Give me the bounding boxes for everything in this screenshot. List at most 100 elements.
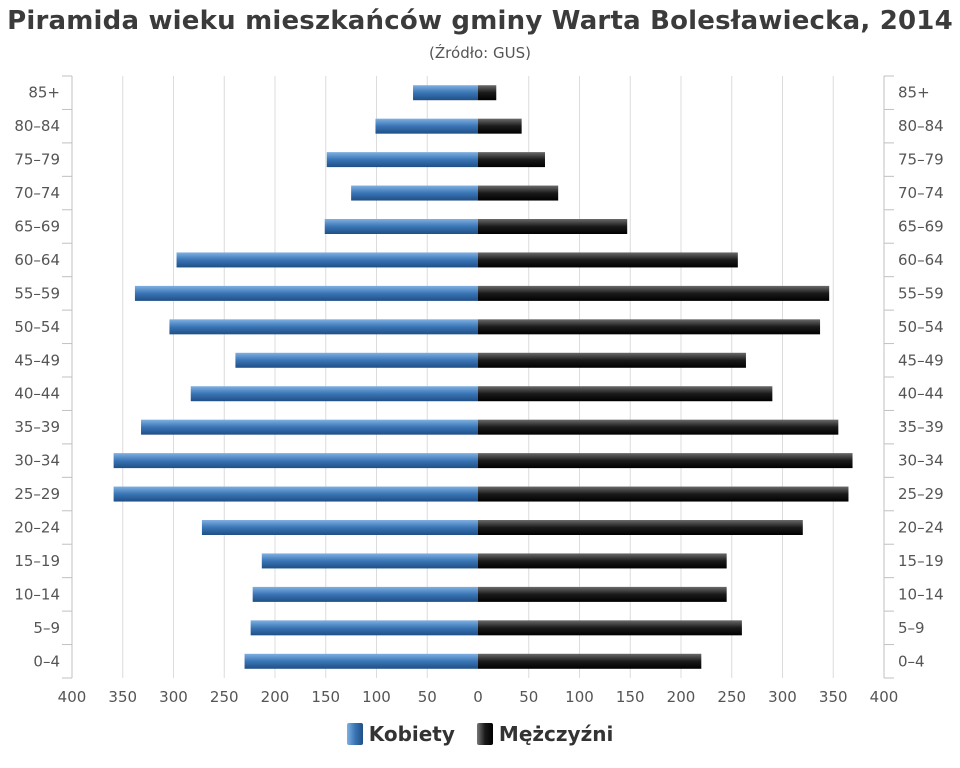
axes [62, 75, 894, 679]
x-tick-label: 250 [210, 688, 239, 706]
legend-swatch-mezczyzni [476, 723, 493, 745]
x-tick-label: 300 [159, 688, 188, 706]
category-label-left: 45–49 [14, 351, 60, 369]
category-label-right: 5–9 [898, 619, 925, 637]
bar-kobiety [176, 252, 479, 268]
category-label-right: 50–54 [898, 318, 944, 336]
bar-mezczyzni [478, 653, 702, 669]
category-label-left: 70–74 [14, 184, 60, 202]
x-tick-label: 0 [473, 688, 483, 706]
bar-kobiety [235, 352, 478, 368]
category-label-right: 15–19 [898, 552, 944, 570]
bar-mezczyzni [478, 185, 559, 201]
population-pyramid-chart: 400 350 300 250 200 150 100 50 0 50 100 150 200 250 30… [14, 75, 944, 706]
bar-mezczyzni [478, 352, 746, 368]
legend: Kobiety Mężczyźni [0, 722, 960, 746]
bar-mezczyzni [478, 553, 727, 569]
category-label-right: 30–34 [898, 452, 944, 470]
bar-kobiety [252, 586, 478, 602]
x-tick-label: 400 [58, 688, 87, 706]
bar-kobiety [326, 152, 478, 168]
bar-kobiety [261, 553, 478, 569]
bar-mezczyzni [478, 520, 803, 535]
category-label-right: 85+ [898, 84, 930, 102]
category-label-left: 10–14 [14, 585, 60, 603]
chart-subtitle: (Źródło: GUS) [429, 44, 531, 62]
bar-mezczyzni [478, 285, 830, 301]
legend-item-kobiety[interactable]: Kobiety [346, 722, 455, 746]
legend-item-mezczyzni[interactable]: Mężczyźni [476, 722, 614, 746]
legend-label-kobiety: Kobiety [368, 722, 455, 746]
category-label-right: 65–69 [898, 218, 944, 236]
x-tick-label: 400 [870, 688, 899, 706]
labels: 400 350 300 250 200 150 100 50 0 50 100 150 200 250 30… [14, 84, 943, 706]
category-label-right: 45–49 [898, 351, 944, 369]
category-label-left: 40–44 [14, 385, 60, 403]
legend-label-mezczyzni: Mężczyźni [498, 722, 614, 746]
category-label-right: 25–29 [898, 485, 944, 503]
chart-title: Piramida wieku mieszkańców gminy Warta B… [7, 6, 953, 36]
x-tick-label: 100 [362, 688, 391, 706]
bar-kobiety [250, 620, 478, 636]
category-label-left: 0–4 [33, 652, 60, 670]
bar-mezczyzni [478, 219, 628, 234]
category-label-right: 0–4 [898, 652, 925, 670]
bar-mezczyzni [478, 386, 773, 402]
x-tick-label: 350 [819, 688, 848, 706]
bar-kobiety [413, 85, 478, 101]
bar-kobiety [351, 185, 478, 201]
bar-kobiety [134, 285, 478, 301]
bar-mezczyzni [478, 486, 849, 502]
category-label-right: 35–39 [898, 418, 944, 436]
category-label-left: 75–79 [14, 151, 60, 169]
category-label-left: 50–54 [14, 318, 60, 336]
category-label-right: 20–24 [898, 519, 944, 537]
category-label-left: 55–59 [14, 284, 60, 302]
bar-mezczyzni [478, 453, 853, 469]
x-tick-label: 50 [519, 688, 538, 706]
x-tick-label: 200 [667, 688, 696, 706]
bar-mezczyzni [478, 252, 738, 268]
category-label-right: 10–14 [898, 585, 944, 603]
x-tick-label: 150 [616, 688, 645, 706]
x-tick-label: 50 [418, 688, 437, 706]
bar-mezczyzni [478, 85, 497, 101]
bar-kobiety [244, 653, 478, 669]
bar-kobiety [324, 219, 478, 234]
category-label-left: 85+ [28, 84, 60, 102]
category-label-left: 80–84 [14, 117, 60, 135]
x-tick-label: 300 [768, 688, 797, 706]
bar-mezczyzni [478, 586, 727, 602]
category-label-left: 5–9 [33, 619, 60, 637]
bar-kobiety [113, 453, 479, 469]
x-tick-label: 350 [108, 688, 137, 706]
bar-mezczyzni [478, 319, 821, 335]
bar-mezczyzni [478, 152, 545, 168]
x-tick-label: 100 [565, 688, 594, 706]
x-tick-label: 200 [261, 688, 290, 706]
bar-kobiety [190, 386, 478, 402]
category-label-right: 60–64 [898, 251, 944, 269]
x-tick-label: 150 [311, 688, 340, 706]
category-label-right: 70–74 [898, 184, 944, 202]
category-label-right: 75–79 [898, 151, 944, 169]
bar-mezczyzni [478, 620, 742, 636]
bar-kobiety [141, 419, 478, 435]
bar-mezczyzni [478, 118, 522, 134]
category-label-left: 25–29 [14, 485, 60, 503]
bar-mezczyzni [478, 419, 839, 435]
category-label-left: 35–39 [14, 418, 60, 436]
bar-kobiety [375, 118, 478, 134]
category-label-right: 40–44 [898, 385, 944, 403]
bar-kobiety [201, 520, 479, 535]
bars [113, 85, 853, 669]
category-label-left: 15–19 [14, 552, 60, 570]
category-label-right: 55–59 [898, 284, 944, 302]
category-label-left: 60–64 [14, 251, 60, 269]
legend-swatch-kobiety [346, 723, 363, 745]
bar-kobiety [169, 319, 478, 335]
x-tick-label: 250 [717, 688, 746, 706]
category-label-left: 20–24 [14, 519, 60, 537]
bar-kobiety [113, 486, 479, 502]
category-label-right: 80–84 [898, 117, 944, 135]
